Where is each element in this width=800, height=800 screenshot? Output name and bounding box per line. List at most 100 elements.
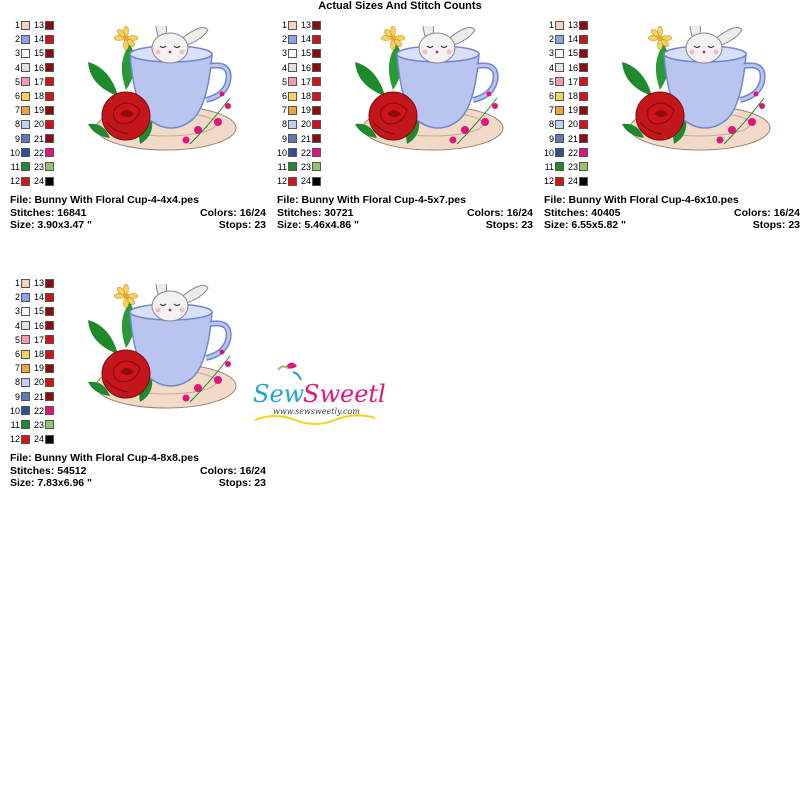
color-number: 21: [567, 133, 578, 144]
color-swatch-row: 6 18: [277, 89, 329, 103]
color-swatch: [312, 105, 321, 115]
color-swatch: [312, 176, 321, 186]
color-number: 4: [14, 62, 20, 73]
file-name: File: Bunny With Floral Cup-4-5x7.pes: [277, 194, 466, 206]
daisy: [647, 25, 673, 51]
leaf: [622, 62, 652, 96]
color-swatch: [21, 162, 30, 172]
color-number: 20: [300, 119, 311, 130]
leaf: [88, 320, 118, 354]
daisy: [113, 283, 139, 309]
color-swatch-row: 4 16: [544, 61, 596, 75]
color-number: 9: [14, 391, 20, 402]
pink-flowers: [182, 349, 231, 402]
color-number: 11: [10, 161, 20, 172]
color-number: 18: [33, 91, 44, 102]
color-number: 2: [14, 292, 20, 303]
color-swatch: [21, 34, 30, 44]
color-swatch: [45, 406, 54, 416]
color-swatch: [312, 20, 321, 30]
leaf: [355, 123, 377, 138]
color-swatch-row: 9 21: [10, 390, 62, 404]
color-swatch: [555, 91, 564, 101]
color-swatch: [555, 162, 564, 172]
color-swatch-row: 5 17: [10, 333, 62, 347]
color-number: 9: [548, 133, 554, 144]
color-swatch-row: 4 16: [10, 319, 62, 333]
color-swatch: [555, 20, 564, 30]
color-swatch-row: 7 19: [544, 103, 596, 117]
design-panel-2: 1 13 2 14 3 15 4 16 5 17 6 18 7 19 8 20 9 21 10 22 11 23 12 24: [277, 15, 533, 258]
color-number: 22: [33, 405, 44, 416]
color-number: 14: [567, 34, 578, 45]
color-number: 7: [14, 363, 20, 374]
color-swatch: [45, 162, 54, 172]
color-number: 9: [281, 133, 287, 144]
color-number: 18: [300, 91, 311, 102]
color-number: 13: [300, 20, 311, 31]
color-number: 5: [548, 76, 554, 87]
color-swatch-row: 7 19: [277, 103, 329, 117]
rose: [368, 91, 418, 141]
color-number: 8: [14, 119, 20, 130]
color-swatch-row: 8 20: [10, 375, 62, 389]
color-number: 17: [33, 334, 44, 345]
rose: [101, 349, 151, 399]
color-swatch-row: 6 18: [544, 89, 596, 103]
color-number: 22: [33, 147, 44, 158]
color-swatch-row: 1 13: [544, 18, 596, 32]
color-number: 21: [33, 391, 44, 402]
color-swatch: [288, 176, 297, 186]
color-number: 18: [567, 91, 578, 102]
color-swatch: [21, 63, 30, 73]
color-swatch-row: 9 21: [10, 132, 62, 146]
color-number: 1: [281, 20, 287, 31]
color-swatch-row: 1 13: [10, 276, 62, 290]
file-name: File: Bunny With Floral Cup-4-6x10.pes: [544, 194, 739, 206]
stop-count: Stops: 23: [485, 219, 533, 231]
color-swatch-row: 5 17: [544, 75, 596, 89]
color-swatch: [45, 91, 54, 101]
svg-text:Sew: Sew: [253, 380, 305, 408]
color-swatch: [288, 162, 297, 172]
color-swatch: [579, 91, 588, 101]
color-swatch-row: 1 13: [10, 18, 62, 32]
color-swatch: [579, 119, 588, 129]
color-swatch: [45, 321, 54, 331]
pink-flowers: [449, 91, 498, 144]
color-swatch: [21, 321, 30, 331]
color-swatch: [21, 377, 30, 387]
color-swatch: [288, 119, 297, 129]
design-info: File: Bunny With Floral Cup-4-4x4.pes St…: [10, 194, 266, 232]
color-swatch: [45, 63, 54, 73]
color-number: 19: [33, 363, 44, 374]
color-number: 10: [277, 147, 288, 158]
color-swatch: [21, 278, 30, 288]
color-number: 4: [14, 320, 20, 331]
color-number: 24: [33, 434, 44, 445]
leaf: [139, 378, 153, 402]
color-number: 12: [10, 176, 21, 187]
stitch-count: Stitches: 40405: [544, 206, 621, 219]
color-swatch: [21, 434, 30, 444]
design-size: Size: 3.90x3.47 ": [10, 219, 93, 231]
color-swatch: [579, 134, 588, 144]
page-title: Actual Sizes And Stitch Counts: [318, 0, 482, 12]
color-swatch: [21, 420, 30, 430]
color-number: 15: [567, 48, 578, 59]
color-number: 1: [14, 278, 20, 289]
color-number: 7: [281, 105, 287, 116]
color-number: 6: [14, 91, 20, 102]
color-number: 16: [300, 62, 311, 73]
color-swatch: [579, 176, 588, 186]
color-swatch: [21, 20, 30, 30]
color-swatch-row: 11 23: [277, 160, 329, 174]
stop-count: Stops: 23: [752, 219, 800, 231]
color-number: 2: [548, 34, 554, 45]
pink-flowers: [182, 91, 231, 144]
color-swatch: [288, 20, 297, 30]
color-swatch-row: 9 21: [544, 132, 596, 146]
color-swatch: [21, 91, 30, 101]
color-swatch: [312, 162, 321, 172]
color-swatch-row: 8 20: [544, 117, 596, 131]
